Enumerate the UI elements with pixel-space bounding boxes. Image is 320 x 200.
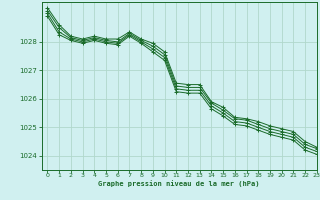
X-axis label: Graphe pression niveau de la mer (hPa): Graphe pression niveau de la mer (hPa) (99, 180, 260, 187)
